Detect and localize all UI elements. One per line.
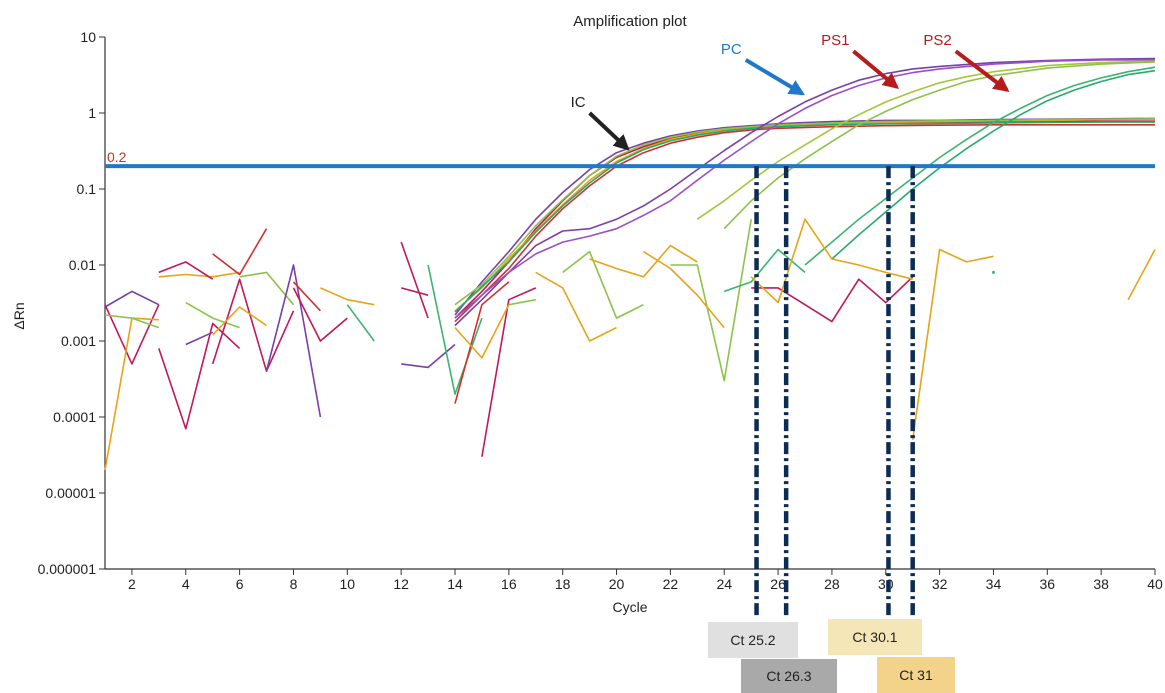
y-tick-label: 1 [88,105,96,121]
x-tick-label: 6 [236,576,244,592]
series-line [292,281,321,312]
y-axis-label: ΔRn [11,302,27,329]
y-tick-label: 0.000001 [38,561,97,577]
series-line [454,121,1155,313]
x-tick-label: 10 [340,576,356,592]
series-line [104,304,160,365]
series-line [454,57,1156,327]
annotation-label: PS2 [923,32,951,49]
annotation-arrow [852,49,900,90]
series-line [265,264,322,418]
x-tick-label: 12 [393,576,409,592]
series-line [804,66,1156,266]
x-tick-label: 2 [128,576,136,592]
series-point [991,270,995,274]
x-tick-label: 14 [447,576,463,592]
series-line [481,287,537,457]
x-tick-label: 30 [878,576,894,592]
y-tick-label: 0.01 [69,257,96,273]
series-line [239,271,295,306]
series-line [104,290,160,308]
x-tick-label: 32 [932,576,948,592]
x-tick-label: 20 [609,576,625,592]
y-tick-label: 10 [80,29,96,45]
series-line [454,281,510,404]
series-line [104,317,159,471]
ct-label-box: Ct 26.3 [741,659,837,693]
x-tick-label: 26 [770,576,786,592]
series-line [320,287,375,306]
series-line [346,304,375,342]
series-line [750,218,913,304]
x-tick-label: 34 [986,576,1002,592]
x-tick-label: 8 [290,576,298,592]
y-tick-label: 0.00001 [45,485,96,501]
series-line [589,244,698,278]
x-tick-label: 36 [1040,576,1056,592]
annotation-arrow [744,58,806,96]
x-tick-label: 4 [182,576,190,592]
x-tick-label: 22 [663,576,679,592]
overlay-group: 0.2 IC PC PS1 PS2 [105,32,1155,617]
series-line [158,261,214,280]
series-line [696,60,1156,220]
y-tick-label: 0.001 [61,333,96,349]
series-line [454,124,1155,323]
series-group [104,57,1156,471]
annotation-arrow [954,49,1010,93]
x-tick-label: 16 [501,576,517,592]
series-line [535,271,617,342]
ct-label-box: Ct 30.1 [828,619,922,655]
series-line [454,118,1156,312]
series-line [508,298,536,306]
series-line [400,287,429,296]
series-line [185,331,214,346]
x-tick-label: 18 [555,576,571,592]
series-line [211,278,295,373]
series-line [104,314,160,329]
annotation-arrow [588,111,630,151]
series-line [454,304,510,359]
chart-title: Amplification plot [573,13,687,30]
threshold-label: 0.2 [107,149,127,165]
x-tick-label: 38 [1093,576,1109,592]
series-line [185,301,240,329]
series-line [643,250,725,329]
annotation-label: PS1 [821,32,849,49]
series-line [292,287,348,342]
x-tick-label: 28 [824,576,840,592]
series-line [911,248,994,441]
series-line [454,118,1156,306]
x-axis-label: Cycle [612,599,647,615]
series-line [158,322,241,430]
ct-label-box: Ct 25.2 [708,622,798,658]
series-line [212,228,268,276]
ct-label-box: Ct 31 [877,657,955,693]
series-line [670,219,752,382]
series-line [723,61,1156,230]
y-tick-label: 0.1 [77,181,97,197]
series-line [427,264,483,395]
series-line [831,69,1156,260]
x-tick-label: 24 [716,576,732,592]
annotation-label: IC [571,94,586,111]
series-line [158,271,240,278]
series-line [751,276,914,323]
series-line [454,59,1155,319]
annotation-label: PC [721,41,742,58]
y-tick-label: 0.0001 [53,409,96,425]
series-line [400,241,429,319]
series-line [212,306,267,336]
x-tick-label: 40 [1147,576,1163,592]
series-line [562,250,644,319]
series-line [1127,249,1156,301]
